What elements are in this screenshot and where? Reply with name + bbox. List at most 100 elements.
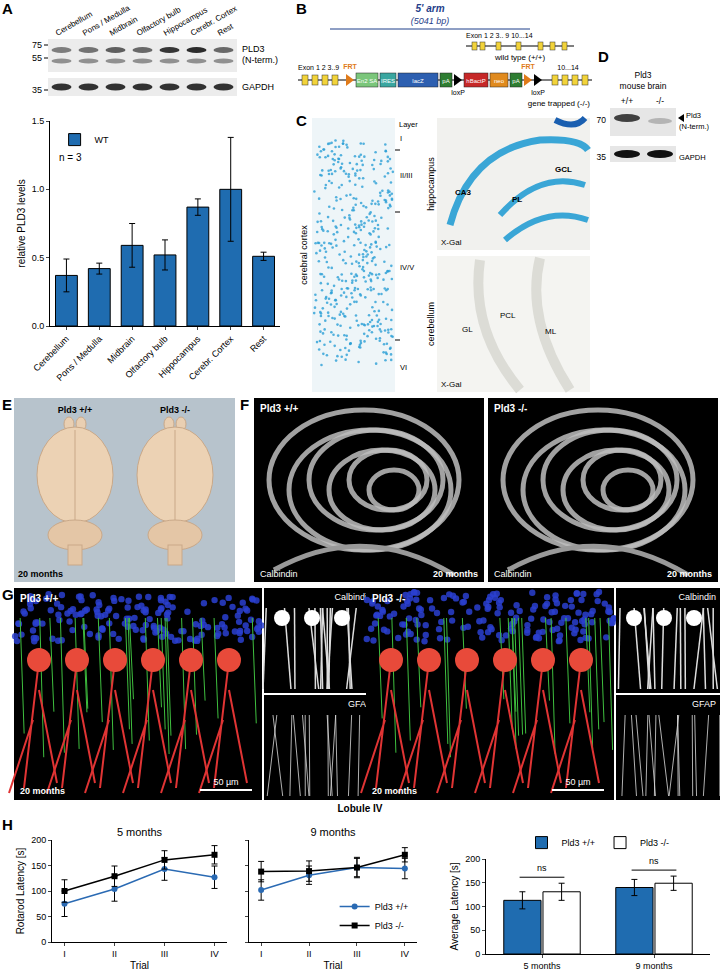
svg-text:IRES: IRES <box>381 78 395 84</box>
svg-text:FRT: FRT <box>343 63 357 70</box>
svg-text:II: II <box>307 949 312 959</box>
svg-text:En2 SA: En2 SA <box>357 78 377 84</box>
svg-text:5 months: 5 months <box>117 826 163 838</box>
svg-text:mouse brain: mouse brain <box>620 81 667 91</box>
svg-text:G: G <box>2 586 14 603</box>
svg-text:200: 200 <box>31 835 46 845</box>
svg-text:50: 50 <box>36 912 46 922</box>
svg-text:Average Latency [s]: Average Latency [s] <box>449 862 460 950</box>
svg-text:I: I <box>63 949 66 959</box>
svg-text:II: II <box>112 949 117 959</box>
svg-text:1.5: 1.5 <box>32 116 45 126</box>
svg-text:100: 100 <box>31 886 46 896</box>
svg-text:CA3: CA3 <box>455 188 472 197</box>
svg-text:A: A <box>2 0 13 17</box>
svg-text:Rest: Rest <box>248 333 269 354</box>
svg-text:GAPDH: GAPDH <box>242 82 274 92</box>
svg-text:Pld3 -/-: Pld3 -/- <box>640 838 669 848</box>
svg-text:Cerebr. Cortex: Cerebr. Cortex <box>187 333 236 382</box>
svg-text:(N-term.): (N-term.) <box>242 55 278 65</box>
svg-text:PCL: PCL <box>500 311 516 320</box>
svg-text:ns: ns <box>537 863 547 873</box>
svg-text:ML: ML <box>545 327 557 336</box>
svg-text:GL: GL <box>462 325 473 334</box>
svg-text:+/+: +/+ <box>621 96 633 106</box>
svg-text:Pld3: Pld3 <box>634 70 651 80</box>
svg-text:10...14: 10...14 <box>557 64 579 71</box>
svg-text:Pld3 +/+: Pld3 +/+ <box>58 405 93 415</box>
svg-text:Pld3 -/-: Pld3 -/- <box>494 403 527 414</box>
svg-text:X-Gal: X-Gal <box>441 238 462 247</box>
svg-text:Pld3 +/+: Pld3 +/+ <box>260 403 299 414</box>
svg-text:PLD3: PLD3 <box>242 44 265 54</box>
svg-text:(5041 bp): (5041 bp) <box>411 16 450 26</box>
svg-text:Cerebr. Cortex: Cerebr. Cortex <box>189 4 239 38</box>
svg-text:55: 55 <box>32 53 42 63</box>
svg-text:75: 75 <box>32 40 42 50</box>
svg-text:Hippocampus: Hippocampus <box>156 333 202 379</box>
svg-text:wild type (+/+): wild type (+/+) <box>494 53 546 62</box>
svg-text:I: I <box>260 949 263 959</box>
svg-text:Pld3 +/+: Pld3 +/+ <box>562 838 596 848</box>
svg-text:GAPDH: GAPDH <box>679 153 706 162</box>
svg-text:C: C <box>296 112 307 129</box>
svg-text:GCL: GCL <box>555 165 572 174</box>
svg-text:35: 35 <box>32 85 42 95</box>
svg-text:20 months: 20 months <box>18 569 63 579</box>
svg-text:0.5: 0.5 <box>32 253 45 263</box>
svg-text:50 µm: 50 µm <box>213 777 238 787</box>
svg-text:IV/V: IV/V <box>400 263 414 272</box>
svg-text:Olfactory bulb: Olfactory bulb <box>123 334 169 380</box>
svg-text:Exon 1 2 3.. 9 10...14: Exon 1 2 3.. 9 10...14 <box>466 32 533 39</box>
svg-text:F: F <box>240 396 249 413</box>
svg-text:relative PLD3 levels: relative PLD3 levels <box>16 179 27 267</box>
svg-text:Trial: Trial <box>323 960 342 971</box>
svg-text:0.0: 0.0 <box>32 321 45 331</box>
svg-text:(N-term.): (N-term.) <box>679 122 709 131</box>
svg-text:35: 35 <box>597 152 607 162</box>
svg-text:Midbrain: Midbrain <box>105 334 136 365</box>
svg-text:cerebellum: cerebellum <box>426 302 436 346</box>
svg-text:0: 0 <box>475 949 480 959</box>
svg-text:20 months: 20 months <box>433 569 478 579</box>
svg-text:Pld3 -/-: Pld3 -/- <box>160 405 190 415</box>
svg-text:E: E <box>2 396 12 413</box>
svg-text:ns: ns <box>649 856 659 866</box>
svg-text:70: 70 <box>597 115 607 125</box>
svg-text:Cerebellum: Cerebellum <box>31 334 71 374</box>
svg-text:hippocampus: hippocampus <box>426 157 436 211</box>
svg-text:FRT: FRT <box>521 63 535 70</box>
svg-text:GFAP: GFAP <box>692 699 716 709</box>
svg-text:Pld3 +/+: Pld3 +/+ <box>20 593 59 604</box>
svg-text:Lobule IV: Lobule IV <box>338 803 383 814</box>
svg-text:I: I <box>400 134 402 143</box>
svg-text:VI: VI <box>400 363 407 372</box>
svg-text:20 months: 20 months <box>372 786 417 796</box>
svg-text:Exon 1 2 3..9: Exon 1 2 3..9 <box>298 64 339 71</box>
svg-text:0: 0 <box>41 937 46 947</box>
svg-text:II/III: II/III <box>400 171 413 180</box>
svg-text:III: III <box>161 949 169 959</box>
svg-text:5 months: 5 months <box>523 961 561 971</box>
svg-text:Pld3 +/+: Pld3 +/+ <box>375 902 409 912</box>
svg-text:Calbindin: Calbindin <box>494 569 532 579</box>
svg-text:Pld3: Pld3 <box>686 111 701 120</box>
svg-text:PL: PL <box>512 195 522 204</box>
svg-text:Layer: Layer <box>399 120 418 129</box>
svg-text:Pld3 -/-: Pld3 -/- <box>372 593 405 604</box>
svg-text:IV: IV <box>401 949 410 959</box>
svg-text:loxP: loxP <box>531 89 545 96</box>
svg-text:Midbrain: Midbrain <box>108 15 139 38</box>
svg-text:150: 150 <box>465 878 480 888</box>
svg-text:20 months: 20 months <box>667 569 712 579</box>
svg-text:-/-: -/- <box>656 96 664 106</box>
svg-text:gene trapped (-/-): gene trapped (-/-) <box>528 99 591 108</box>
svg-text:100: 100 <box>465 902 480 912</box>
svg-text:X-Gal: X-Gal <box>441 380 462 389</box>
svg-text:150: 150 <box>31 861 46 871</box>
svg-text:50 µm: 50 µm <box>565 777 590 787</box>
svg-text:III: III <box>353 949 361 959</box>
svg-text:H: H <box>2 816 13 833</box>
svg-text:20 months: 20 months <box>20 786 65 796</box>
svg-text:Calbindin: Calbindin <box>260 569 298 579</box>
